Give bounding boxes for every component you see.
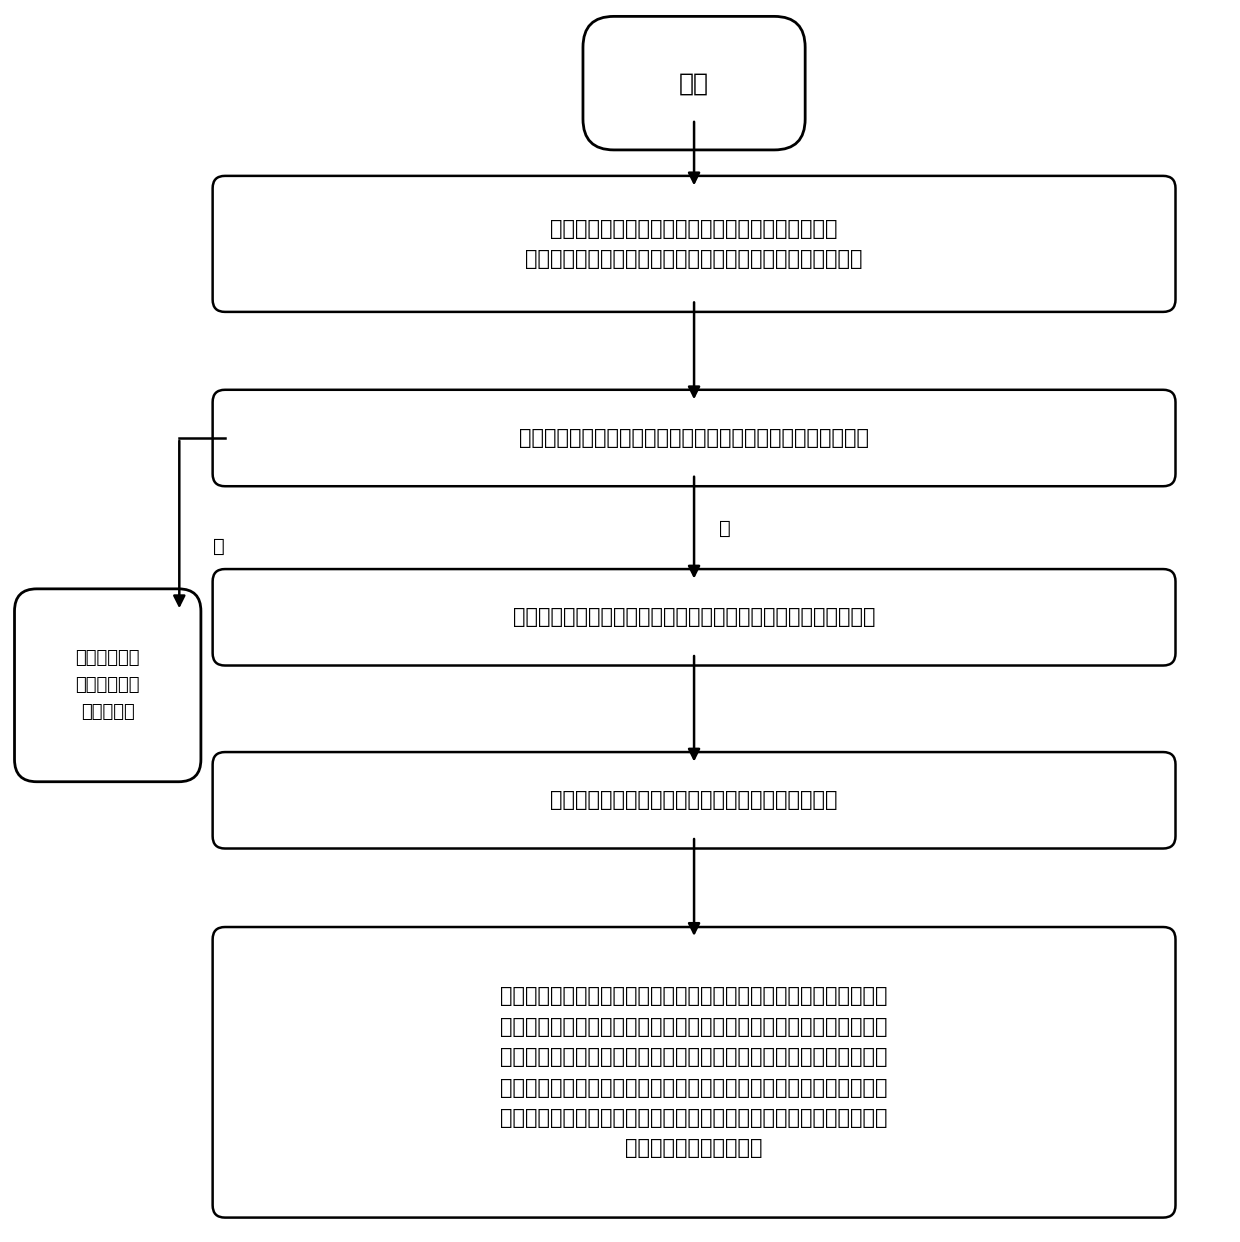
Text: 计算错位式停车线的错位距离，进一步确定每条车道的候驶区长度: 计算错位式停车线的错位距离，进一步确定每条车道的候驶区长度: [513, 607, 875, 627]
FancyBboxPatch shape: [212, 390, 1176, 486]
FancyBboxPatch shape: [583, 16, 805, 150]
Text: 开始: 开始: [680, 71, 709, 96]
Text: 根据预信号设置位置，确定主、预信号协调配时方案: 根据预信号设置位置，确定主、预信号协调配时方案: [551, 790, 838, 810]
FancyBboxPatch shape: [212, 569, 1176, 666]
Text: 交叉口主信号采取四相位信号控制，预信号采用八相位控制，主预信号
协调八相位控制；同一个进口的左转预信号灯和直行预信号灯之间相隔
四个相位，当左转车辆相位结束后，: 交叉口主信号采取四相位信号控制，预信号采用八相位控制，主预信号 协调八相位控制；…: [500, 986, 888, 1159]
FancyBboxPatch shape: [212, 753, 1176, 848]
FancyBboxPatch shape: [212, 176, 1176, 312]
Text: 计算候驶区上游路段长度，判断路段是否符合设置预信号的标准: 计算候驶区上游路段长度，判断路段是否符合设置预信号的标准: [520, 428, 869, 448]
Text: 该信号交叉口
不具备设置预
信号的条件: 该信号交叉口 不具备设置预 信号的条件: [76, 650, 140, 722]
FancyBboxPatch shape: [15, 589, 201, 781]
Text: 否: 否: [213, 538, 224, 556]
Text: 设置左转和直行车辆共同使用的多流向综合待行区，
确定主、预信号停车线之间的距离为最大综合待行区的长度；: 设置左转和直行车辆共同使用的多流向综合待行区， 确定主、预信号停车线之间的距离为…: [526, 219, 863, 270]
FancyBboxPatch shape: [212, 927, 1176, 1217]
Text: 是: 是: [719, 519, 730, 538]
